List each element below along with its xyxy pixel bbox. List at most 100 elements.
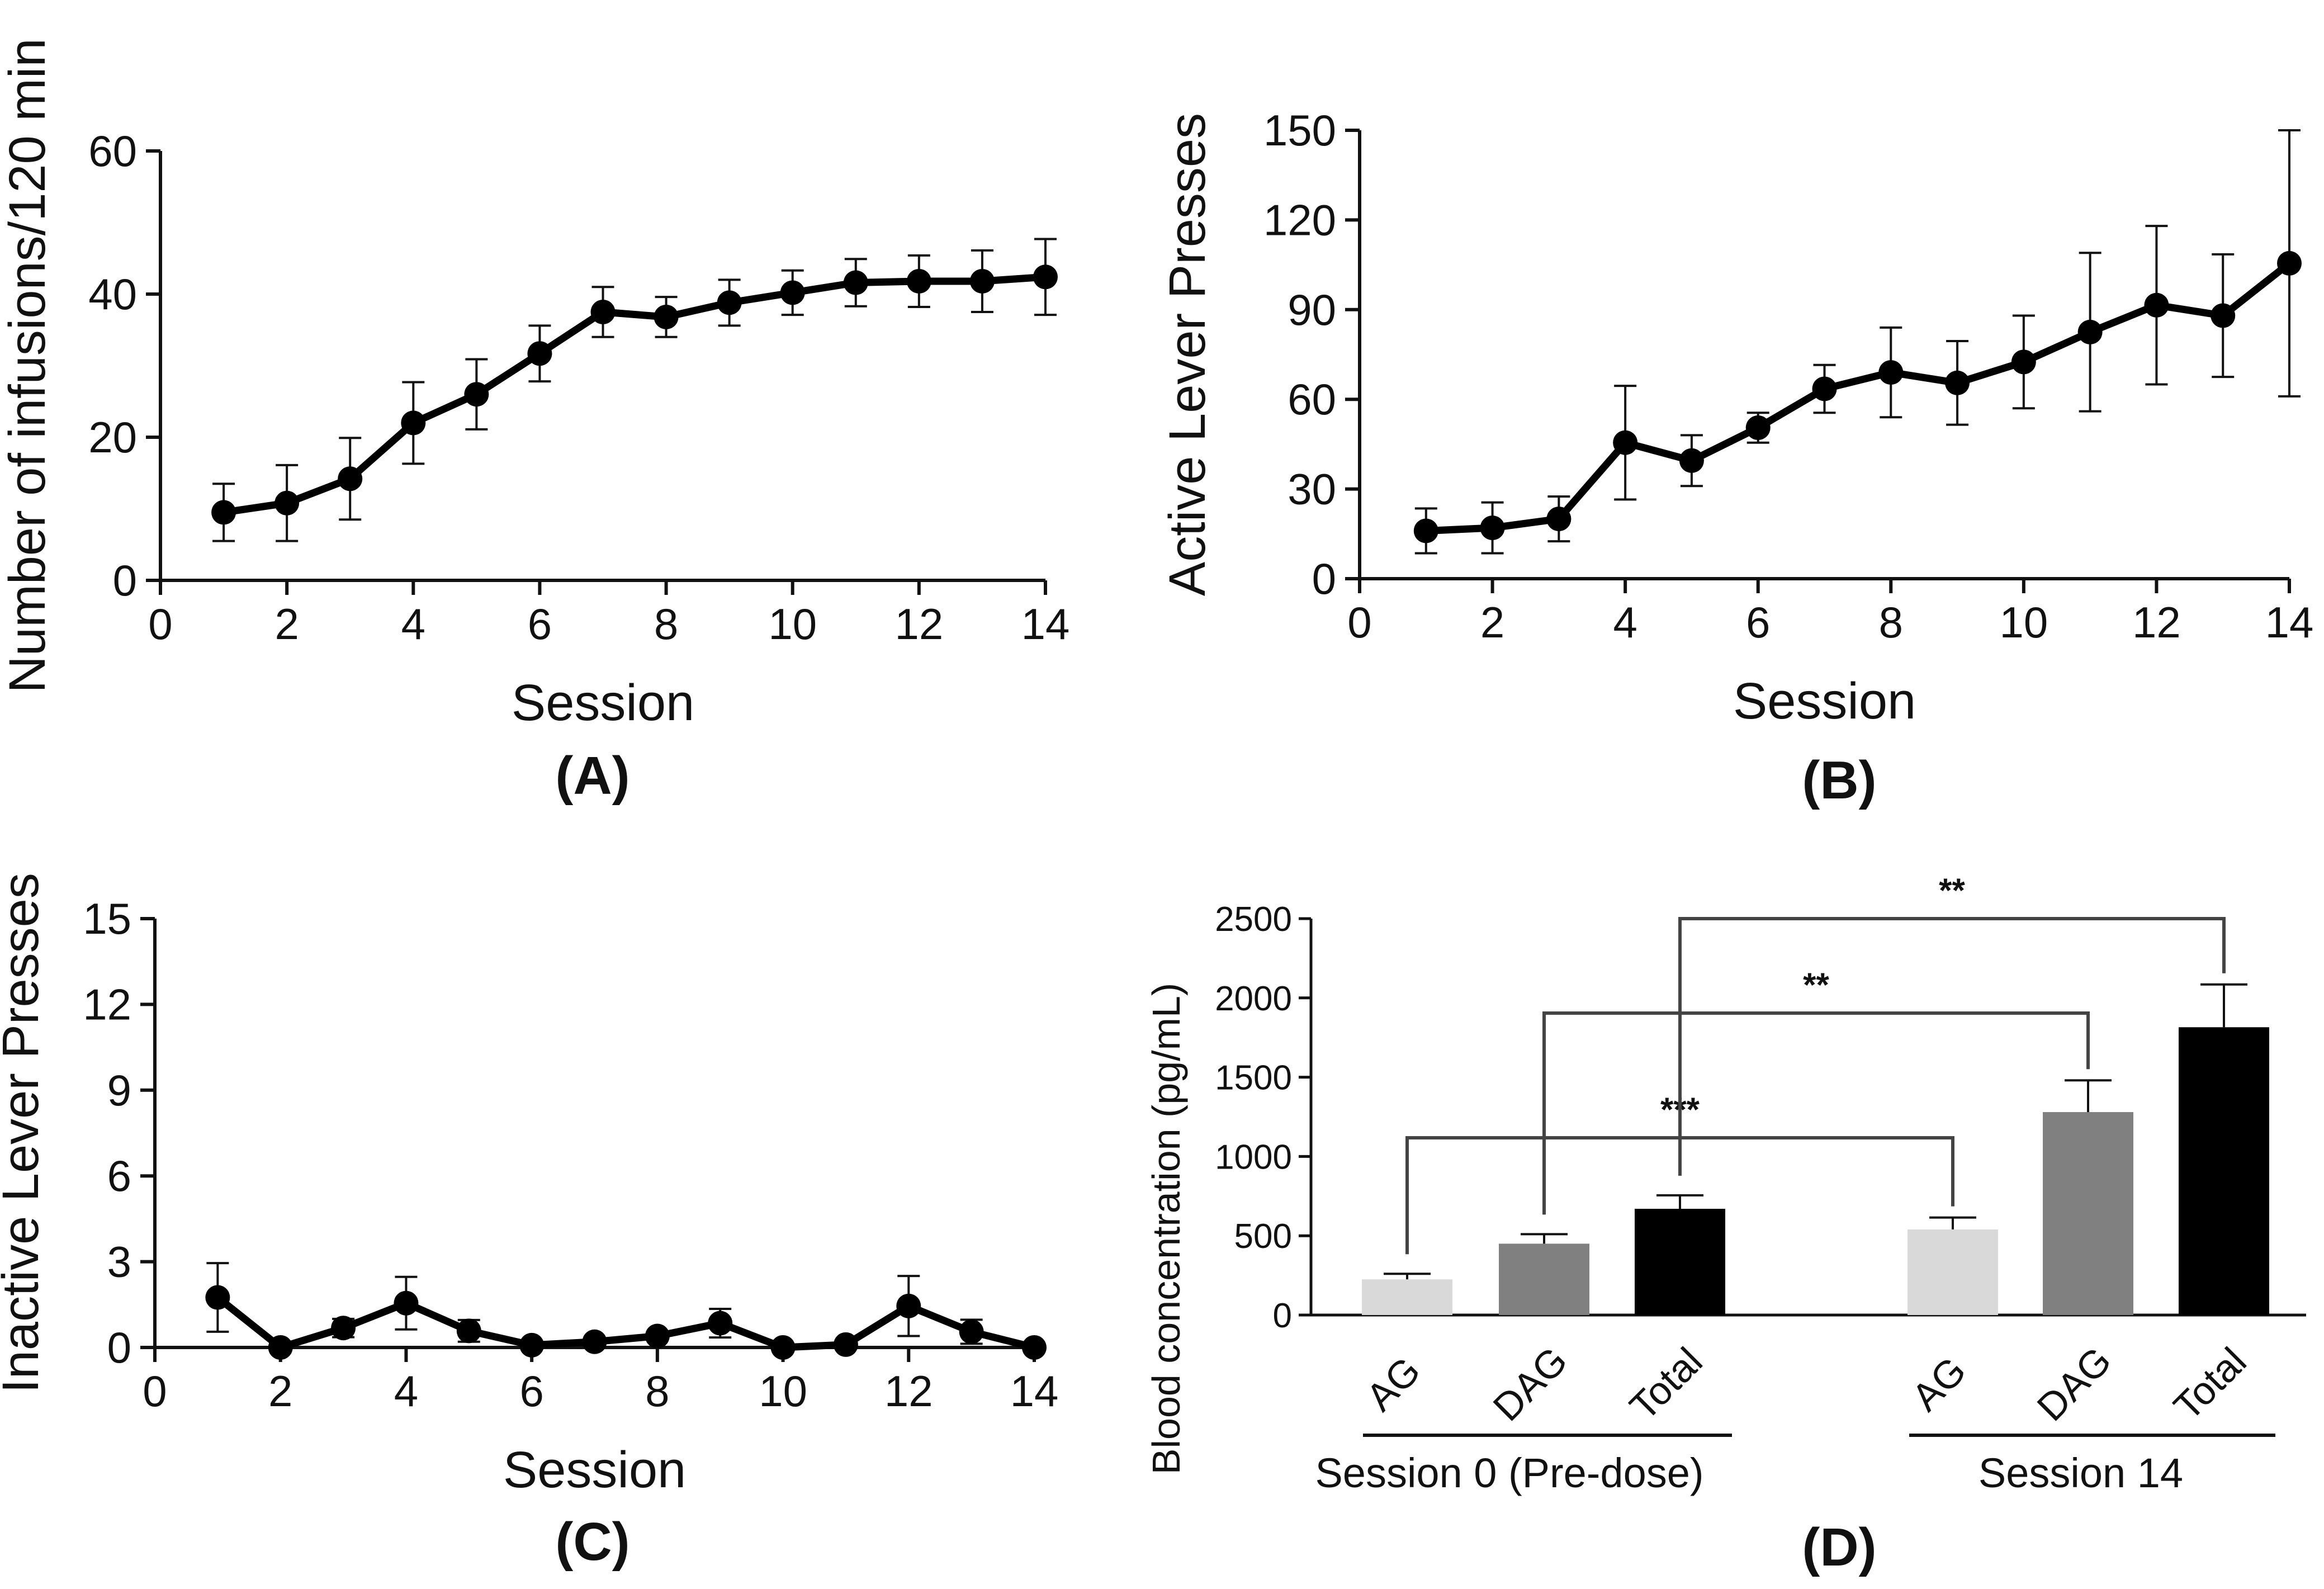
panel-b-data-point [1878,360,1903,385]
panel-a-data-point [401,410,425,435]
panel-d-y-tick-label: 2000 [1215,980,1292,1018]
panel-c-y-tick-label: 9 [107,1066,131,1115]
panel-b-data-point [1613,431,1637,455]
panel-d-error-bar [1384,1274,1431,1279]
panel-c-y-tick-label: 3 [107,1237,131,1287]
panel-b-x-tick-label: 10 [1999,598,2048,647]
panel-d-y-tick-label: 500 [1234,1217,1292,1256]
panel-c-data-point [645,1324,670,1349]
panel-c-data-point [205,1285,230,1310]
panel-c-data-point [959,1320,984,1344]
panel-c-x-tick-label: 4 [394,1366,418,1416]
panel-a-data-point [527,341,552,366]
panel-b-y-tick-label: 30 [1288,465,1336,514]
panel-a-data-point [338,466,362,491]
panel-c-data-point [896,1294,921,1318]
panel-c-line-chart: 0 3 6 9 12 15 0 2 4 6 8 10 12 14 Session Inactive Lever… [0,873,1058,1498]
panel-c-data-point [394,1291,418,1316]
panel-a-y-tick-label: 40 [88,269,137,319]
panel-a-data-point [464,382,489,406]
panel-d-bar [2179,1027,2269,1315]
panel-b-data-point [1480,516,1505,540]
panel-d-group-label: Session 14 [1979,1450,2183,1496]
panel-b-data-point [2211,303,2235,328]
panel-d-bar [1908,1229,1998,1315]
panel-d-y-tick-label: 1500 [1215,1059,1292,1098]
panel-c-data-point [834,1332,858,1357]
panel-c-y-tick-label: 6 [107,1151,131,1200]
panel-b-y-axis-title: Active Lever Presses [1159,113,1216,596]
panel-d-significance-label: ** [1803,966,1829,1004]
panel-d-error-bar [1521,1234,1568,1243]
panel-c-x-axis-title: Session [503,1441,686,1498]
panel-a-y-tick-label: 60 [88,126,137,176]
panel-a-data-point [1033,264,1058,289]
panel-a-x-tick-label: 2 [274,599,299,649]
figure: 02040600 2 4 6 8 10 12 14SessionNumber of infus… [0,0,2324,1589]
panel-b-line-chart: 0 30 60 90 120 150 0 2 4 6 8 10 12 14 Session Active Le… [1159,106,2313,730]
panel-a-y-tick-label: 0 [113,556,137,605]
panel-a-line-chart: 0 20 40 60 0 2 4 6 8 10 12 14 Session Number of infus… [0,38,1069,731]
panel-b-x-tick-label: 4 [1613,598,1637,647]
panel-d-category-label: Total [2165,1339,2255,1429]
panel-b-y-tick-label: 150 [1263,106,1336,155]
panel-d-bar-chart: 0 500 1000 1500 2000 2500 Blood concentration … [1144,872,2306,1496]
panel-d-bar [1362,1279,1452,1315]
panel-b-data-point [2277,251,2302,276]
panel-a-x-tick-label: 4 [401,599,425,649]
panel-a-x-tick-label: 0 [148,599,172,649]
panel-b-y-tick-label: 120 [1263,195,1336,244]
panel-c-data-point [583,1330,607,1354]
panel-c-data-point [519,1333,544,1358]
panel-d-bar [2043,1112,2133,1315]
panel-d-category-label: DAG [1485,1339,1575,1429]
panel-b-y-tick-label: 60 [1288,375,1336,424]
panel-d-y-axis-title: Blood concentration (pg/mL) [1144,983,1188,1474]
panel-c-data-point [1022,1335,1047,1360]
panel-d-category-label: AG [1358,1349,1429,1420]
panel-a-y-axis-title: Number of infusions/120 min [0,38,56,693]
panel-c-x-tick-label: 10 [759,1366,807,1416]
panel-b-x-tick-label: 8 [1879,598,1903,647]
panel-c-x-tick-label: 14 [1010,1366,1059,1416]
panel-c-x-tick-label: 0 [143,1366,167,1416]
panel-c-label: (C) [555,1512,629,1572]
panel-d-y-tick-label: 0 [1273,1297,1292,1335]
panel-a-label: (A) [555,746,629,806]
panel-d-label: (D) [1802,1517,1876,1577]
panel-c-data-point [331,1316,356,1340]
panel-c-y-tick-label: 15 [83,894,131,943]
panel-a-data-point [211,500,236,524]
panel-b-x-tick-label: 6 [1746,598,1770,647]
panel-d-error-bar [2200,985,2247,1028]
panel-b-x-axis-title: Session [1733,673,1916,730]
panel-a-x-tick-label: 8 [654,599,678,649]
panel-c-x-tick-label: 6 [519,1366,543,1416]
panel-d-category-label: AG [1904,1349,1975,1420]
panel-c-x-tick-label: 12 [884,1366,933,1416]
panel-d-bar [1499,1243,1589,1315]
panel-d-significance-bracket [1544,1013,2088,1214]
panel-a-x-tick-label: 12 [894,599,943,649]
panel-d-error-bar [2065,1080,2112,1112]
panel-a-x-tick-label: 14 [1021,599,1070,649]
panel-b-data-point [2078,320,2103,344]
panel-a-data-point [274,491,299,516]
panel-b-y-tick-label: 0 [1312,554,1336,603]
panel-c-x-tick-label: 8 [645,1366,669,1416]
panel-a-data-point [907,269,931,294]
panel-a-data-point [717,290,742,315]
panel-d-error-bar [1929,1218,1976,1229]
panel-a-data-point [780,280,805,305]
panel-d-category-label: DAG [2029,1339,2119,1429]
panel-c-data-point [457,1318,481,1343]
panel-c-x-tick-label: 2 [268,1366,292,1416]
panel-a-data-point [654,305,679,329]
panel-b-x-tick-label: 12 [2132,598,2181,647]
panel-a-data-point [844,271,868,295]
panel-a-x-tick-label: 10 [768,599,817,649]
panel-b-x-tick-label: 2 [1480,598,1504,647]
panel-a-data-point [591,300,616,324]
panel-b-data-point [1546,507,1571,531]
panel-d-significance-label: ** [1939,872,1965,909]
